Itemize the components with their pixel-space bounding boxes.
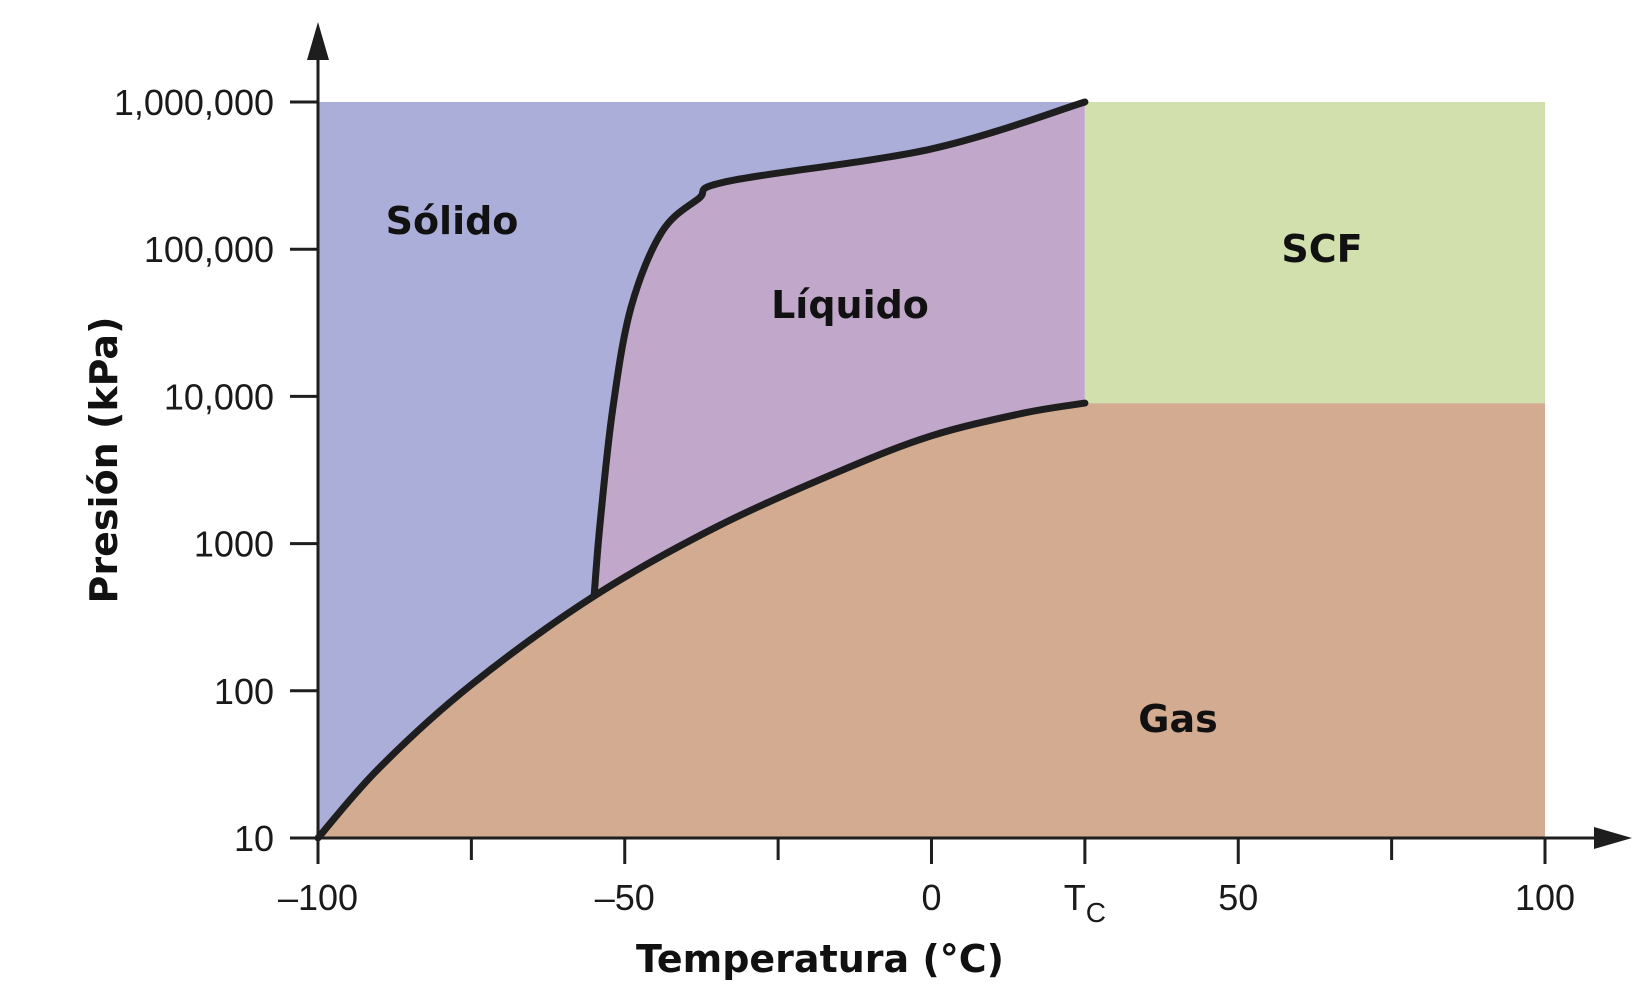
x-tick-label-text: T (1064, 877, 1086, 918)
x-tick-label: TC (1064, 877, 1106, 928)
y-tick-label: 100,000 (144, 229, 274, 270)
scf-label: SCF (1281, 227, 1362, 271)
x-tick-label: 0 (921, 877, 941, 918)
x-axis: –100 –50 0 TC 50 100 (278, 827, 1632, 928)
x-tick-label-text: 50 (1218, 877, 1258, 918)
gas-label: Gas (1138, 697, 1217, 741)
y-tick-label: 1,000,000 (114, 82, 274, 123)
y-tick-label: 100 (214, 671, 274, 712)
y-tick-label: 10,000 (164, 376, 274, 417)
liquid-label: Líquido (771, 283, 929, 327)
y-axis-arrowhead (307, 22, 329, 60)
y-tick-label: 10 (234, 818, 274, 859)
liquid-region (594, 102, 1085, 597)
x-axis-arrowhead (1594, 827, 1632, 849)
gas-region (318, 403, 1545, 838)
x-tick-label: 50 (1218, 877, 1258, 918)
x-tick-label-text: 0 (921, 877, 941, 918)
x-tick-label: 100 (1515, 877, 1575, 918)
x-axis-title: Temperatura (°C) (636, 937, 1004, 981)
y-axis-title: Presión (kPa) (82, 317, 126, 604)
x-tick-label-subscript: C (1086, 897, 1106, 928)
supercritical-fluid-region (1084, 102, 1545, 404)
x-tick-label-text: 100 (1515, 877, 1575, 918)
vaporization-curve (314, 399, 1089, 842)
y-ticks: 10 100 1000 10,000 100,000 1,000,000 (114, 82, 318, 859)
x-tick-label-text: –50 (595, 877, 655, 918)
x-ticks: –100 –50 0 TC 50 100 (278, 838, 1575, 928)
x-tick-label-text: –100 (278, 877, 358, 918)
x-tick-label: –100 (278, 877, 358, 918)
y-axis: 10 100 1000 10,000 100,000 1,000,000 (114, 22, 329, 859)
solid-label: Sólido (386, 199, 519, 243)
x-tick-label: –50 (595, 877, 655, 918)
y-tick-label: 1000 (194, 524, 274, 565)
melting-curve (590, 98, 1089, 600)
